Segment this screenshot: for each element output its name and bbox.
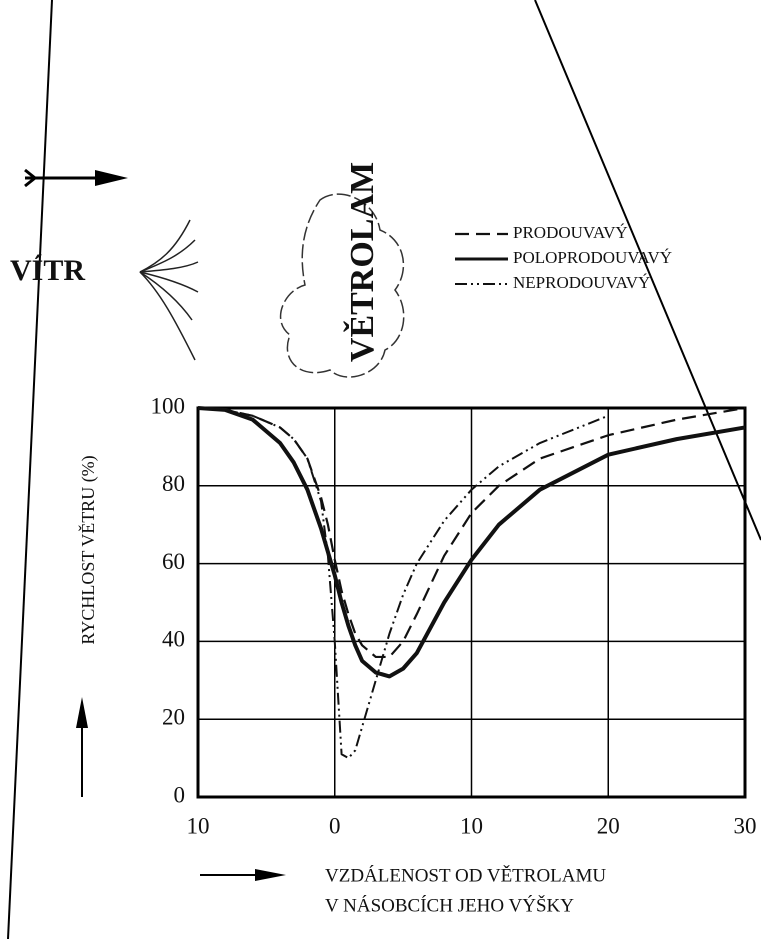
legend-label: NEPRODOUVAVÝ bbox=[513, 273, 650, 292]
series-line bbox=[197, 407, 609, 760]
wind-arrow bbox=[24, 168, 128, 188]
y-tick-label: 0 bbox=[174, 782, 186, 807]
wind-label: VÍTR bbox=[10, 254, 85, 287]
y-tick-label: 60 bbox=[162, 549, 185, 574]
x-tick-label: 0 bbox=[329, 813, 341, 838]
y-tick-label: 20 bbox=[162, 704, 185, 729]
legend-label: PRODOUVAVÝ bbox=[513, 223, 628, 242]
legend-label: POLOPRODOUVAVÝ bbox=[513, 248, 672, 267]
x-axis-label: VZDÁLENOST OD VĚTROLAMU bbox=[325, 864, 606, 886]
x-tick-label: 20 bbox=[597, 813, 620, 838]
x-arrow bbox=[200, 869, 286, 881]
series-line bbox=[197, 406, 746, 659]
y-tick-label: 100 bbox=[151, 393, 186, 418]
y-arrow bbox=[76, 697, 88, 797]
overlay-line bbox=[7, 0, 53, 939]
x-tick-label: 10 bbox=[460, 813, 483, 838]
overlay-line bbox=[534, 0, 761, 541]
plot-frame bbox=[196, 406, 747, 799]
windbreak-sketch bbox=[279, 193, 405, 378]
x-tick-label: 30 bbox=[734, 813, 757, 838]
y-tick-label: 80 bbox=[162, 471, 185, 496]
x-tick-label: 10 bbox=[187, 813, 210, 838]
windbreak-label: VĚTROLAM bbox=[343, 162, 381, 362]
y-axis-label: RYCHLOST VĚTRU (%) bbox=[77, 455, 99, 644]
series-line bbox=[197, 406, 746, 679]
y-tick-label: 40 bbox=[162, 627, 185, 652]
wind-sketch bbox=[139, 219, 199, 361]
x-axis-label: V NÁSOBCÍCH JEHO VÝŠKY bbox=[325, 894, 574, 916]
